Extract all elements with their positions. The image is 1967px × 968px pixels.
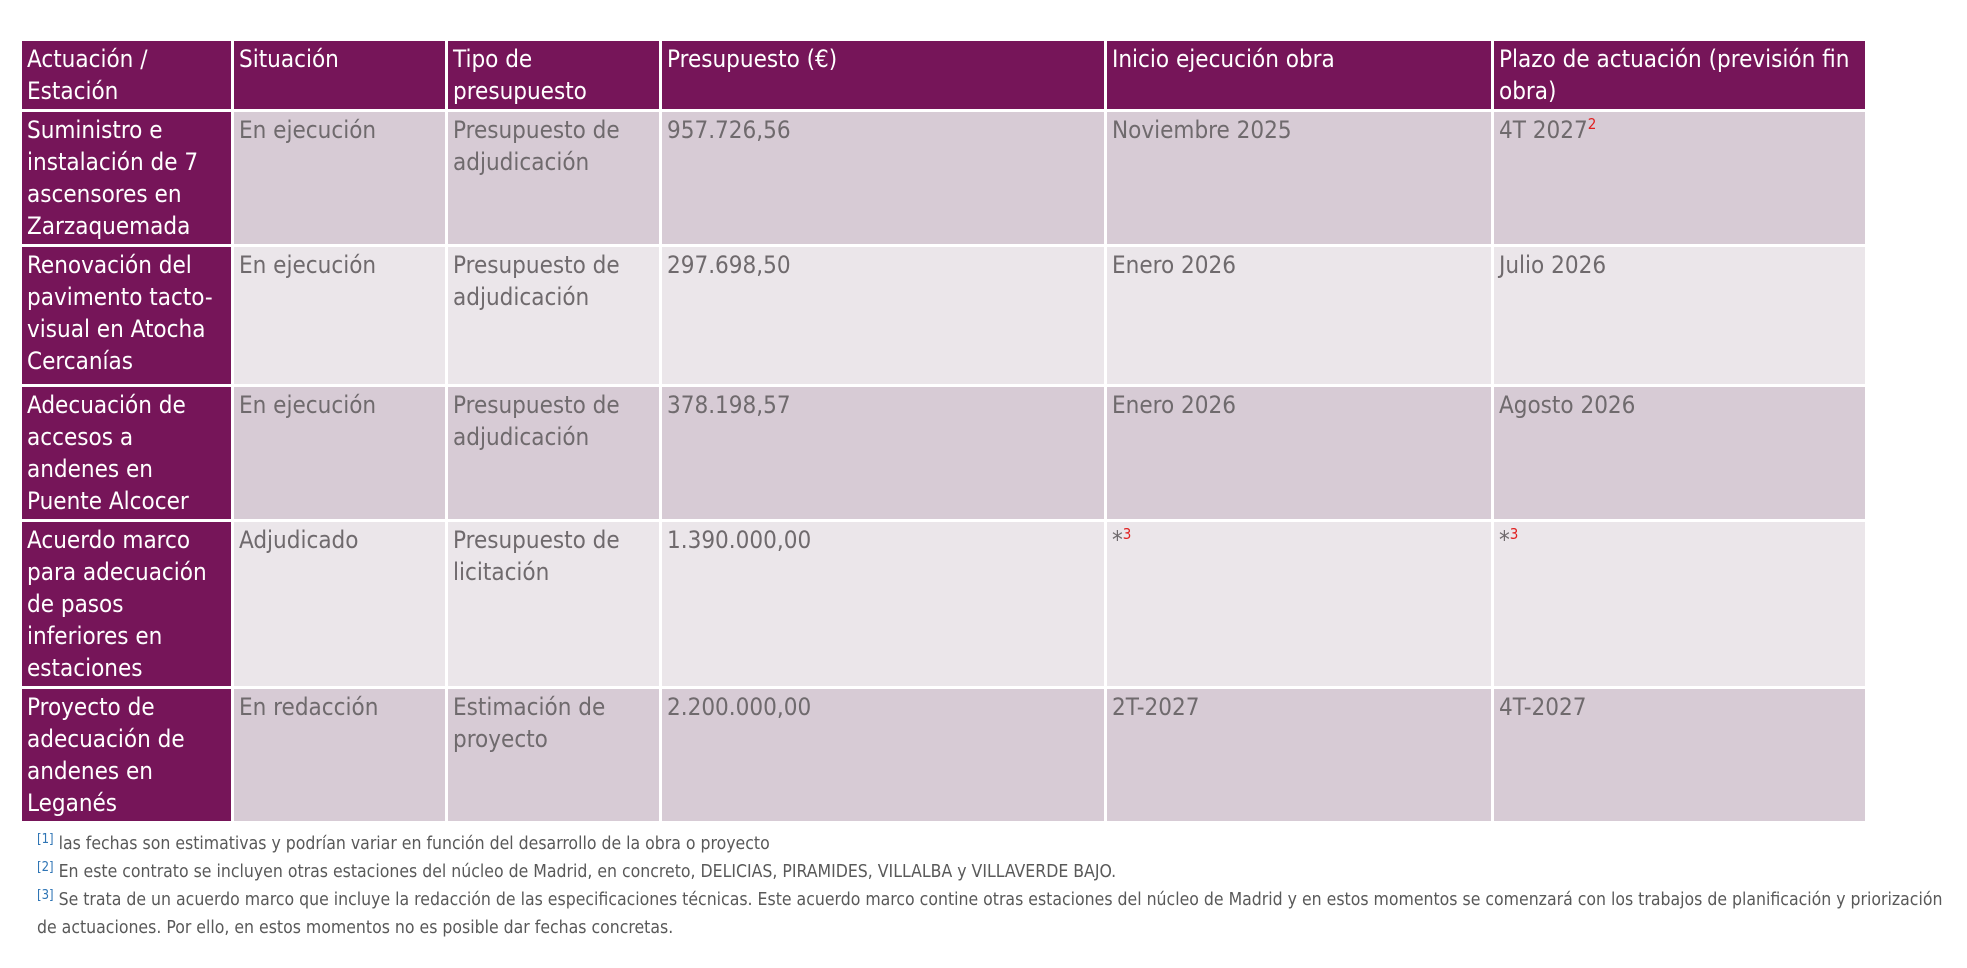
row-end: 4T 20272	[1491, 109, 1868, 247]
start-ref: 3	[1122, 525, 1132, 543]
row-start: *3	[1104, 519, 1494, 689]
row-start: Enero 2026	[1104, 384, 1494, 522]
row-start: Enero 2026	[1104, 244, 1494, 387]
row-budget-type: Presupuesto de adjudicación	[445, 244, 662, 387]
row-station: Suministro e instalación de 7 ascensores…	[19, 109, 234, 247]
row-situation: En ejecución	[231, 109, 448, 247]
row-budget-type: Presupuesto de adjudicación	[445, 384, 662, 522]
header-inicio: Inicio ejecución obra	[1104, 38, 1494, 112]
table-row: Proyecto de adecuación de andenes en Leg…	[19, 686, 1868, 824]
footnote-1: [1] las fechas son estimativas y podrían…	[37, 830, 1962, 858]
row-budget: 2.200.000,00	[659, 686, 1107, 824]
start-value: Noviembre 2025	[1112, 116, 1292, 144]
row-station: Acuerdo marco para adecuación de pasos i…	[19, 519, 234, 689]
start-value: *	[1112, 526, 1123, 554]
footnote-3: [3] Se trata de un acuerdo marco que inc…	[37, 886, 1962, 942]
actuaciones-table: Actuación / Estación Situación Tipo de p…	[19, 38, 1868, 824]
end-value: 4T 2027	[1499, 116, 1588, 144]
footnote-text: En este contrato se incluyen otras estac…	[53, 862, 1117, 882]
row-budget-type: Presupuesto de licitación	[445, 519, 662, 689]
row-station: Proyecto de adecuación de andenes en Leg…	[19, 686, 234, 824]
table-row: Adecuación de accesos a andenes en Puent…	[19, 384, 1868, 522]
start-value: Enero 2026	[1112, 251, 1236, 279]
footnote-text: las fechas son estimativas y podrían var…	[53, 834, 770, 854]
footnote-mark: [1]	[37, 832, 54, 847]
table-row: Renovación del pavimento tacto-visual en…	[19, 244, 1868, 387]
row-budget: 1.390.000,00	[659, 519, 1107, 689]
table-row: Suministro e instalación de 7 ascensores…	[19, 109, 1868, 247]
row-end: 4T-2027	[1491, 686, 1868, 824]
end-value: 4T-2027	[1499, 693, 1587, 721]
row-end: Agosto 2026	[1491, 384, 1868, 522]
header-actuacion: Actuación / Estación	[19, 38, 234, 112]
footnotes: [1] las fechas son estimativas y podrían…	[37, 830, 1962, 942]
footnote-mark: [2]	[37, 860, 54, 875]
end-value: Agosto 2026	[1499, 391, 1636, 419]
row-budget-type: Estimación de proyecto	[445, 686, 662, 824]
footnote-2: [2] En este contrato se incluyen otras e…	[37, 858, 1962, 886]
row-end: *3	[1491, 519, 1868, 689]
end-ref: 3	[1509, 525, 1519, 543]
footnote-text: Se trata de un acuerdo marco que incluye…	[37, 890, 1943, 938]
start-value: Enero 2026	[1112, 391, 1236, 419]
row-situation: En redacción	[231, 686, 448, 824]
start-value: 2T-2027	[1112, 693, 1200, 721]
row-budget: 378.198,57	[659, 384, 1107, 522]
row-end: Julio 2026	[1491, 244, 1868, 387]
row-station: Adecuación de accesos a andenes en Puent…	[19, 384, 234, 522]
header-presupuesto: Presupuesto (€)	[659, 38, 1107, 112]
table-header-row: Actuación / Estación Situación Tipo de p…	[19, 38, 1868, 112]
end-value: *	[1499, 526, 1510, 554]
row-situation: Adjudicado	[231, 519, 448, 689]
row-situation: En ejecución	[231, 244, 448, 387]
row-budget-type: Presupuesto de adjudicación	[445, 109, 662, 247]
row-situation: En ejecución	[231, 384, 448, 522]
row-start: Noviembre 2025	[1104, 109, 1494, 247]
header-tipo-presupuesto: Tipo de presupuesto	[445, 38, 662, 112]
header-plazo: Plazo de actuación (previsión fin obra)	[1491, 38, 1868, 112]
header-situacion: Situación	[231, 38, 448, 112]
table-row: Acuerdo marco para adecuación de pasos i…	[19, 519, 1868, 689]
row-start: 2T-2027	[1104, 686, 1494, 824]
row-budget: 297.698,50	[659, 244, 1107, 387]
footnote-mark: [3]	[37, 888, 54, 903]
end-ref: 2	[1587, 115, 1597, 133]
row-station: Renovación del pavimento tacto-visual en…	[19, 244, 234, 387]
row-budget: 957.726,56	[659, 109, 1107, 247]
end-value: Julio 2026	[1499, 251, 1607, 279]
